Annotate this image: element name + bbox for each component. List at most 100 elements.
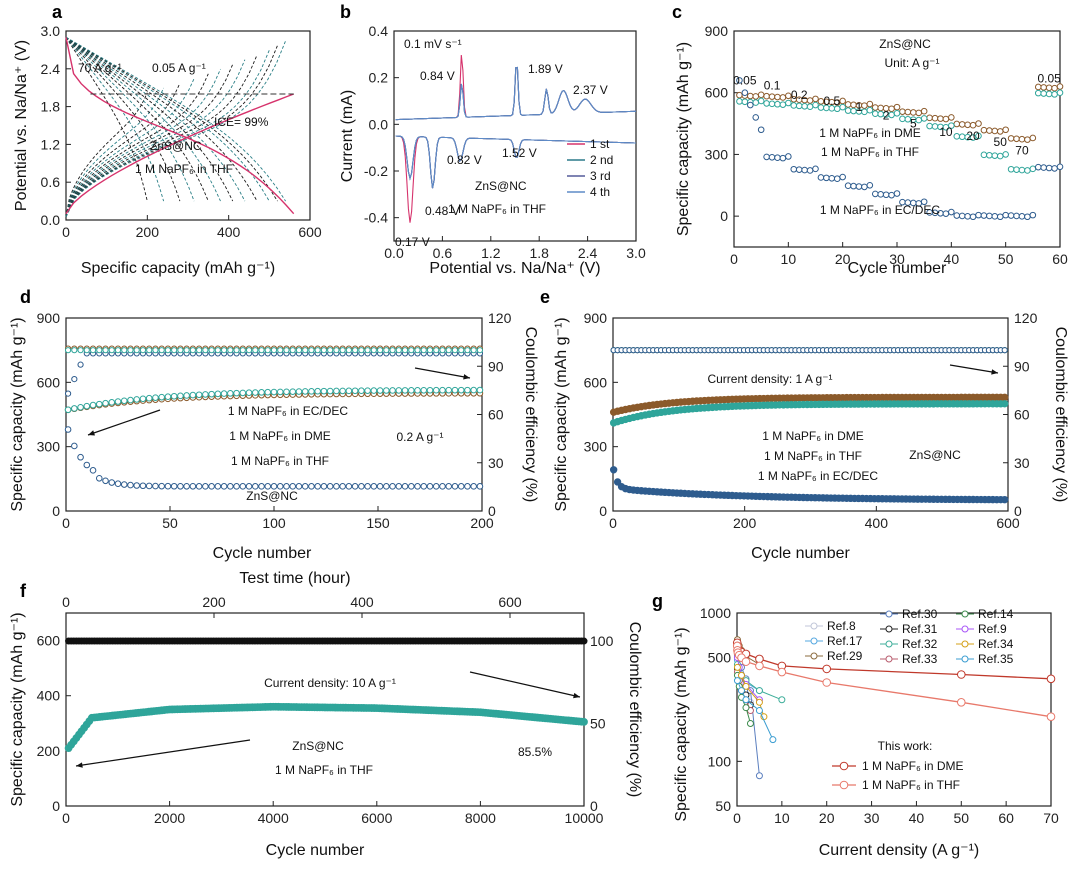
data-point-c	[926, 114, 933, 122]
data-point-c	[1018, 166, 1026, 174]
y-right-axis-label-f: Coulombic efficiency (%)	[626, 622, 643, 798]
x-tick-label-f: 8000	[465, 810, 496, 826]
chart-subtitle-c: Unit: A g⁻¹	[884, 56, 939, 70]
y-right-tick-label-e: 120	[1014, 310, 1038, 326]
legend-item-g: Ref.34	[978, 637, 1014, 651]
y-right-tick-label-e: 0	[1014, 503, 1022, 519]
data-point-c	[785, 92, 792, 100]
data-point-c	[757, 126, 765, 134]
x-tick-label-e: 0	[609, 515, 617, 531]
data-point-c	[1024, 167, 1031, 174]
data-point-c	[991, 152, 999, 159]
legend-item-g: Ref.14	[978, 607, 1014, 621]
panel-label-f: f	[20, 581, 27, 601]
y-tick-label-e: 0	[599, 503, 607, 519]
y-tick-label-a: 0.0	[41, 212, 61, 228]
ce-point-d	[233, 347, 240, 354]
capacity-point-d	[195, 391, 203, 399]
capacity-point-d	[127, 396, 134, 404]
ce-point-d	[227, 347, 234, 354]
x-tick-label-g: 20	[819, 810, 835, 826]
capacity-point-d	[189, 391, 197, 399]
ce-point-d	[302, 347, 309, 354]
ce-point-d	[245, 347, 253, 354]
legend-item-this-work-g: 1 M NaPF₆ in DME	[862, 759, 964, 773]
capacity-point-d	[89, 401, 97, 409]
y-right-tick-label-f: 50	[590, 716, 606, 732]
panel-label-d: d	[20, 287, 31, 307]
data-point-c	[980, 126, 988, 134]
data-point-c	[763, 153, 770, 161]
data-point-c	[948, 208, 955, 216]
data-point-c	[757, 91, 765, 99]
capacity-point-d	[358, 387, 365, 395]
data-point-c	[839, 173, 846, 181]
ce-point-d	[383, 347, 390, 354]
data-point-c	[910, 109, 917, 116]
series-label-c: 1 M NaPF₆ in THF	[821, 145, 919, 159]
annotation-peak-b: 1.89 V	[528, 62, 563, 76]
capacity-point-d	[214, 390, 222, 398]
this-work-point-g	[956, 670, 966, 679]
cv-cathodic-curve-b	[395, 135, 636, 189]
x-tick-label-f: 6000	[361, 810, 392, 826]
capacity-point-d	[407, 483, 415, 490]
capacity-point-d	[245, 389, 253, 397]
x-tick-label-g: 70	[1043, 810, 1059, 826]
x-tick-label-c: 60	[1052, 251, 1068, 267]
y-axis-label-e: Specific capacity (mAh g⁻¹)	[553, 317, 570, 511]
x-tick-label-a: 400	[217, 224, 241, 240]
y-tick-label-c: 900	[705, 23, 729, 39]
ce-point-d	[470, 347, 477, 354]
x-tick-label-b: 2.4	[578, 245, 598, 261]
data-point-c	[1029, 165, 1037, 173]
charge-curve-a	[65, 68, 221, 217]
charge-curve-a	[65, 64, 234, 217]
capacity-point-d	[152, 394, 159, 401]
ce-point-d	[370, 347, 377, 354]
capacity-point-d	[289, 388, 297, 395]
ce-point-d	[71, 347, 78, 354]
data-point-c	[980, 212, 988, 219]
ce-arrow-d-head	[463, 374, 470, 380]
ce-point-d	[426, 347, 434, 354]
data-point-c	[1056, 89, 1064, 97]
x-tick-label-f: 10000	[565, 810, 604, 826]
reference-point-g	[737, 687, 745, 695]
data-point-c	[953, 212, 961, 219]
capacity-point-d	[420, 386, 428, 394]
ce-point-d	[146, 347, 153, 354]
data-point-c	[964, 121, 971, 129]
capacity-point-d	[326, 387, 334, 395]
capacity-point-d	[89, 467, 97, 474]
capacity-point-d	[139, 482, 147, 490]
capacity-point-d	[345, 483, 353, 490]
data-point-c	[877, 191, 885, 198]
chart-subtitle-f: 1 M NaPF₆ in THF	[275, 763, 373, 777]
charge-curve-a	[65, 45, 278, 217]
this-work-point-g	[741, 657, 751, 666]
capacity-point-d	[220, 483, 228, 490]
capacity-point-d	[220, 390, 228, 397]
annotation-rate-e: Current density: 1 A g⁻¹	[707, 372, 832, 386]
x-tick-label-g: 30	[864, 810, 880, 826]
ce-point-d	[433, 347, 440, 354]
capacity-point-d	[170, 392, 178, 400]
ce-point-d	[202, 347, 209, 354]
data-point-c	[1007, 135, 1015, 142]
x-tick-label-g: 50	[953, 810, 969, 826]
data-point-c	[812, 165, 819, 173]
y-right-tick-label-f: 0	[590, 798, 598, 814]
data-point-c	[931, 123, 939, 130]
capacity-point-d	[214, 483, 222, 490]
rate-label-c: 0.5	[823, 94, 840, 108]
this-work-point-g	[822, 664, 832, 674]
x-axis-label-f: Cycle number	[266, 842, 365, 859]
y-tick-label-a: 0.6	[41, 174, 61, 190]
capacity-point-d	[439, 386, 446, 394]
data-point-c	[850, 182, 857, 190]
x-tick-label-d: 100	[262, 515, 286, 531]
x-tick-label-c: 40	[944, 251, 960, 267]
capacity-point-d	[376, 387, 384, 394]
ce-point-d	[133, 347, 140, 354]
